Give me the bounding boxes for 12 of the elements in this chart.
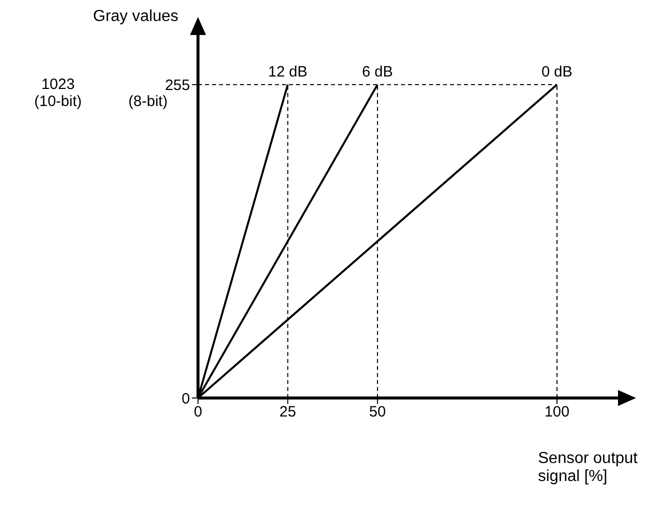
y-tick-label: 255 bbox=[164, 76, 190, 94]
text: (8-bit) bbox=[127, 92, 169, 110]
text: 1023 (10-bit) bbox=[33, 76, 83, 110]
x-tick-label: 50 bbox=[369, 404, 386, 421]
x-tick-label: 0 bbox=[194, 404, 202, 421]
x-axis-title: Sensor output signal [%] bbox=[538, 450, 639, 486]
x-tick-label: 25 bbox=[279, 404, 296, 421]
y-axis-title: Gray values bbox=[93, 8, 178, 26]
x-tick-label: 100 bbox=[544, 404, 570, 421]
series-label: 12 dB bbox=[268, 64, 308, 81]
series-label: 6 dB bbox=[362, 64, 393, 81]
series-label: 0 dB bbox=[542, 64, 572, 81]
